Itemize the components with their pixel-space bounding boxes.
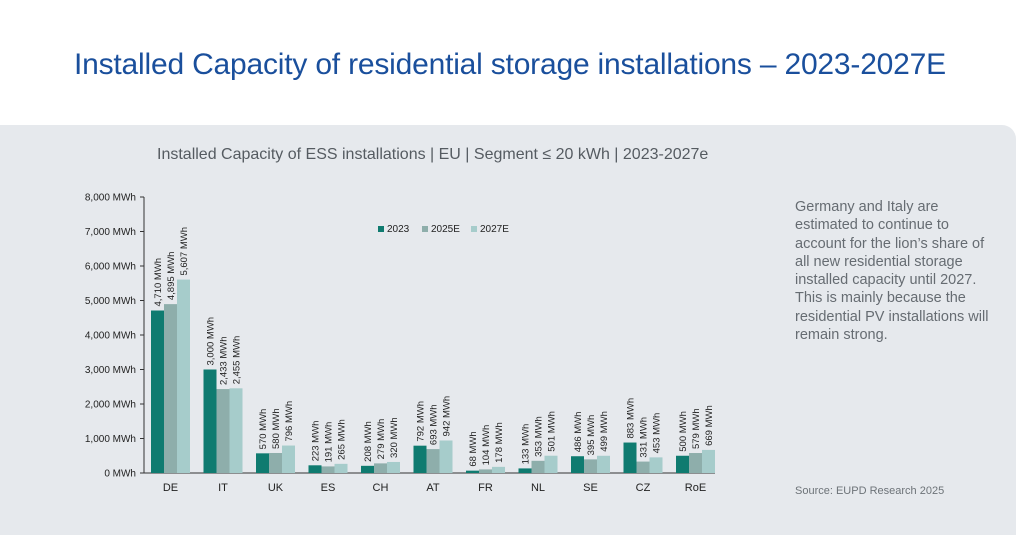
bar-se-2023: [571, 456, 584, 473]
data-label: 579 MWh: [691, 408, 702, 449]
legend-swatch: [471, 226, 477, 232]
data-label: 486 MWh: [573, 412, 584, 453]
data-label: 191 MWh: [324, 422, 335, 463]
bar-uk-2023: [256, 453, 269, 473]
legend-label: 2027E: [480, 224, 509, 235]
data-label: 796 MWh: [284, 401, 295, 442]
category-label: FR: [478, 482, 493, 494]
bar-es-2023: [308, 465, 322, 473]
data-label: 68 MWh: [468, 431, 479, 466]
data-label: 133 MWh: [521, 424, 532, 465]
bar-nl-2027e: [544, 455, 558, 473]
bar-cz-2027e: [649, 457, 663, 473]
data-label: 265 MWh: [337, 419, 348, 460]
data-label: 279 MWh: [376, 419, 387, 460]
legend-swatch: [378, 226, 384, 232]
bar-ch-2025e: [374, 463, 387, 473]
bar-it-2023: [203, 369, 217, 473]
bar-uk-2025e: [269, 452, 282, 473]
bar-at-2023: [413, 445, 427, 473]
bar-at-2027e: [439, 440, 453, 473]
data-label: 4,710 MWh: [153, 258, 164, 307]
data-label: 3,000 MWh: [206, 317, 217, 366]
data-label: 5,607 MWh: [179, 227, 190, 276]
y-tick-label: 5,000 MWh: [85, 296, 136, 307]
data-label: 942 MWh: [442, 396, 453, 437]
bar-uk-2027e: [282, 445, 295, 473]
data-label: 2,433 MWh: [219, 336, 230, 385]
bar-de-2025e: [164, 304, 177, 473]
y-tick-label: 7,000 MWh: [85, 227, 136, 238]
category-label: CH: [373, 482, 389, 494]
bar-fr-2025e: [479, 469, 492, 473]
description-text: Germany and Italy are estimated to conti…: [795, 199, 989, 344]
data-label: 2,455 MWh: [232, 336, 243, 385]
bar-de-2023: [151, 310, 164, 473]
chart-title: Installed Capacity of ESS installations …: [157, 146, 709, 163]
data-label: 500 MWh: [678, 411, 689, 452]
data-label: 208 MWh: [363, 421, 374, 462]
data-label: 331 MWh: [639, 417, 650, 458]
data-label: 669 MWh: [704, 405, 715, 446]
bar-se-2025e: [584, 459, 597, 473]
bar-ch-2027e: [387, 461, 400, 473]
category-label: DE: [163, 482, 178, 494]
bar-cz-2023: [623, 442, 637, 473]
legend-label: 2025E: [431, 224, 460, 235]
bar-fr-2027e: [492, 466, 505, 473]
data-label: 4,895 MWh: [166, 252, 177, 301]
bar-es-2027e: [334, 463, 348, 473]
data-label: 104 MWh: [481, 425, 492, 466]
data-label: 453 MWh: [652, 413, 663, 454]
category-label: CZ: [636, 482, 651, 494]
category-label: UK: [268, 482, 284, 494]
data-label: 883 MWh: [626, 398, 637, 439]
category-label: IT: [218, 482, 228, 494]
data-label: 580 MWh: [271, 408, 282, 449]
y-tick-label: 2,000 MWh: [85, 400, 136, 411]
bar-cz-2025e: [636, 461, 650, 473]
data-label: 178 MWh: [494, 422, 505, 463]
legend-label: 2023: [387, 224, 410, 235]
page-title: Installed Capacity of residential storag…: [74, 48, 946, 81]
y-tick-label: 1,000 MWh: [85, 434, 136, 445]
data-label: 570 MWh: [258, 409, 269, 450]
legend-swatch: [422, 226, 428, 232]
y-tick-label: 6,000 MWh: [85, 262, 136, 273]
bar-it-2025e: [216, 389, 230, 473]
y-tick-label: 0 MWh: [104, 469, 136, 480]
y-tick-label: 3,000 MWh: [85, 365, 136, 376]
y-tick-label: 4,000 MWh: [85, 331, 136, 342]
data-label: 499 MWh: [599, 411, 610, 452]
data-label: 320 MWh: [389, 417, 400, 458]
category-label: AT: [426, 482, 440, 494]
bar-it-2027e: [229, 388, 243, 473]
bar-roe-2023: [676, 455, 689, 473]
bar-nl-2023: [518, 468, 532, 473]
bar-at-2025e: [426, 449, 440, 473]
bar-se-2027e: [597, 455, 610, 473]
data-label: 223 MWh: [311, 421, 322, 462]
bar-roe-2025e: [689, 453, 702, 473]
category-label: NL: [531, 482, 545, 494]
bar-ch-2023: [361, 465, 374, 473]
data-label: 501 MWh: [547, 411, 558, 452]
y-tick-label: 8,000 MWh: [85, 193, 136, 204]
data-label: 693 MWh: [429, 404, 440, 445]
category-label: SE: [583, 482, 598, 494]
data-label: 353 MWh: [534, 416, 545, 457]
bar-nl-2025e: [531, 460, 545, 473]
data-label: 395 MWh: [586, 415, 597, 456]
bar-roe-2027e: [702, 449, 715, 473]
bar-fr-2023: [466, 470, 479, 473]
category-label: ES: [321, 482, 336, 494]
category-label: RoE: [685, 482, 706, 494]
bar-de-2027e: [177, 279, 190, 473]
data-label: 792 MWh: [416, 401, 427, 442]
source-note: Source: EUPD Research 2025: [795, 485, 945, 497]
bar-es-2025e: [321, 466, 335, 473]
